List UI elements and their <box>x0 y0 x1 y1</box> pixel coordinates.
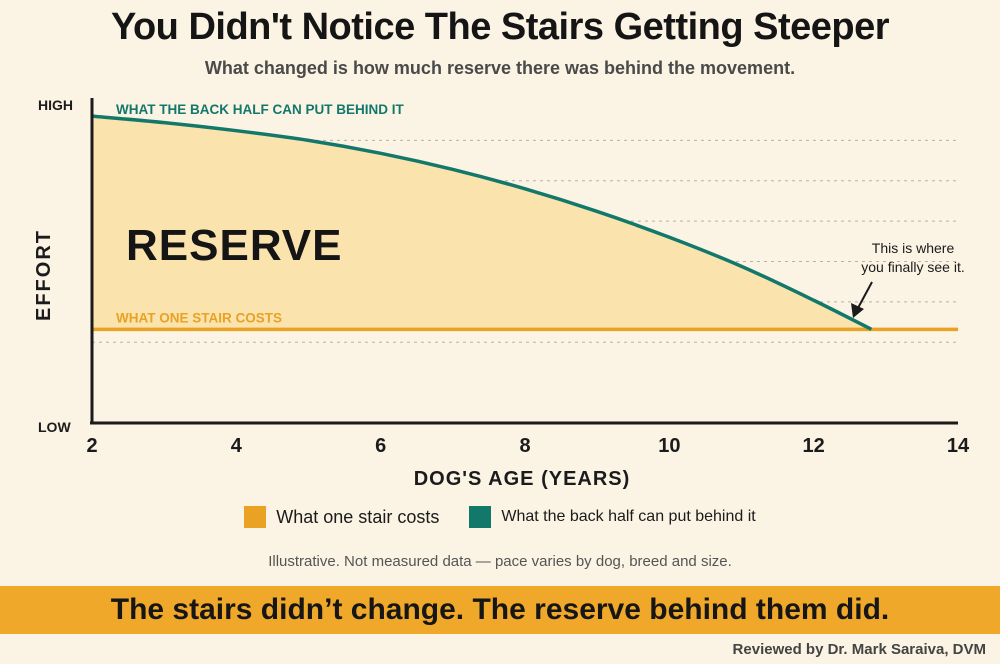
y-tick-high: HIGH <box>38 97 73 113</box>
x-tick-label: 4 <box>231 435 243 457</box>
stair-cost-series-label: WHAT ONE STAIR COSTS <box>116 310 282 325</box>
legend-label-back-half: What the back half can put behind it <box>501 508 756 525</box>
x-tick-label: 6 <box>375 435 386 457</box>
x-axis-label: DOG'S AGE (YEARS) <box>414 468 631 490</box>
legend-swatch-back-half <box>469 506 492 528</box>
page-title: You Didn't Notice The Stairs Getting Ste… <box>110 6 890 48</box>
x-tick-label: 10 <box>658 435 680 457</box>
y-axis-label: EFFORT <box>33 229 55 321</box>
legend-item-back-half: What the back half can put behind it <box>469 506 756 528</box>
reserve-area <box>92 116 872 330</box>
legend-label-stair-cost: What one stair costs <box>276 506 440 527</box>
back-half-series-label: WHAT THE BACK HALF CAN PUT BEHIND IT <box>116 102 404 117</box>
reviewed-by: Reviewed by Dr. Mark Saraiva, DVM <box>732 641 986 658</box>
page-subtitle: What changed is how much reserve there w… <box>204 58 796 78</box>
x-tick-label: 8 <box>519 435 530 457</box>
annotation-line-2: you finally see it. <box>861 259 965 275</box>
x-tick-label: 14 <box>947 435 970 457</box>
legend-swatch-stair-cost <box>244 506 267 528</box>
x-tick-labels: 2 4 6 8 10 12 14 <box>86 435 970 457</box>
legend: What one stair costs What the back half … <box>0 506 1000 528</box>
annotation-arrow <box>857 281 873 309</box>
takeaway-banner: The stairs didn’t change. The reserve be… <box>0 586 1000 634</box>
y-tick-low: LOW <box>38 419 71 435</box>
effort-chart: RESERVE WHAT THE BACK HALF CAN PUT BEHIN… <box>33 97 970 490</box>
legend-item-stair-cost: What one stair costs <box>244 506 439 528</box>
banner-text: The stairs didn’t change. The reserve be… <box>110 593 890 626</box>
annotation-line-1: This is where <box>872 240 955 256</box>
annotation: This is where you finally see it. <box>851 240 965 318</box>
disclaimer-note: Illustrative. Not measured data — pace v… <box>268 553 732 570</box>
reserve-label: RESERVE <box>126 221 343 270</box>
x-tick-label: 12 <box>803 435 825 457</box>
annotation-arrowhead <box>851 303 864 318</box>
x-tick-label: 2 <box>86 435 97 457</box>
back-half-line <box>91 114 873 331</box>
